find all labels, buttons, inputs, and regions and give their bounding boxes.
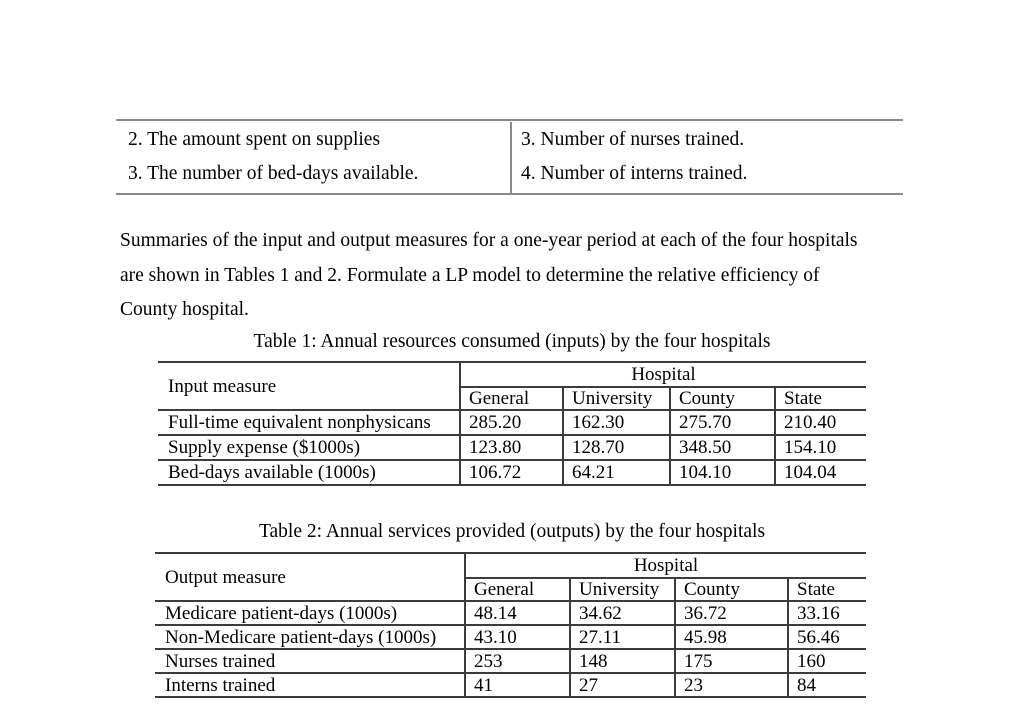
table-cell: 253 [464,649,570,674]
table-cell: 348.50 [669,435,775,461]
criteria-table: 2. The amount spent on supplies 3. The n… [116,119,903,195]
table-corner-label: Output measure [155,553,465,602]
row-label: Nurses trained [155,649,465,674]
row-label: Supply expense ($1000s) [158,435,460,461]
table-row: Interns trained 41 27 23 84 [155,673,867,698]
inputs-table: Input measure Hospital General Universit… [158,361,867,486]
table-row: Non-Medicare patient-days (1000s) 43.10 … [155,625,867,650]
column-header: General [464,578,570,602]
table-cell: 275.70 [669,410,775,436]
column-header: State [786,578,867,602]
criteria-item: 3. Number of nurses trained. [521,129,745,150]
column-header: State [773,387,867,411]
table-row: Medicare patient-days (1000s) 48.14 34.6… [155,601,867,626]
row-label: Non-Medicare patient-days (1000s) [155,625,465,650]
table-row: Bed-days available (1000s) 106.72 64.21 … [158,460,867,486]
table-cell: 34.62 [569,601,675,626]
column-header: University [569,578,675,602]
table-cell: 33.16 [786,601,867,626]
column-header: County [669,387,775,411]
table-cell: 104.10 [669,460,775,486]
table-corner-label: Input measure [158,362,460,411]
table-cell: 285.20 [459,410,563,436]
criteria-item: 4. Number of interns trained. [521,163,748,184]
column-header: County [674,578,788,602]
row-label: Interns trained [155,673,465,698]
table-cell: 41 [464,673,570,698]
table-cell: 45.98 [674,625,788,650]
table-cell: 175 [674,649,788,674]
table-cell: 128.70 [562,435,670,461]
table-cell: 104.04 [773,460,867,486]
table-cell: 106.72 [459,460,563,486]
table-cell: 64.21 [562,460,670,486]
problem-statement: Summaries of the input and output measur… [120,224,910,328]
row-label: Bed-days available (1000s) [158,460,460,486]
table-group-header: Hospital [463,553,867,579]
table-cell: 148 [569,649,675,674]
column-header: General [459,387,563,411]
table-cell: 123.80 [459,435,563,461]
paragraph-line: Summaries of the input and output measur… [120,230,858,251]
table-cell: 154.10 [773,435,867,461]
table-group-header: Hospital [458,362,867,388]
table-cell: 27.11 [569,625,675,650]
criteria-column-outputs: 3. Number of nurses trained. 4. Number o… [512,122,903,193]
table-row: Supply expense ($1000s) 123.80 128.70 34… [158,435,867,461]
table-row: Full-time equivalent nonphysicans 285.20… [158,410,867,436]
criteria-item: 3. The number of bed-days available. [128,163,419,184]
table-cell: 36.72 [674,601,788,626]
table-cell: 23 [674,673,788,698]
table-row: Nurses trained 253 148 175 160 [155,649,867,674]
outputs-table: Output measure Hospital General Universi… [155,552,867,698]
criteria-item: 2. The amount spent on supplies [128,129,381,150]
column-header: University [562,387,670,411]
row-label: Full-time equivalent nonphysicans [158,410,460,436]
table-cell: 210.40 [773,410,867,436]
table-cell: 160 [786,649,867,674]
table2-title: Table 2: Annual services provided (outpu… [258,521,766,542]
paragraph-line: County hospital. [120,299,249,321]
table-cell: 56.46 [786,625,867,650]
table-cell: 162.30 [562,410,670,436]
table-cell: 84 [786,673,867,698]
paragraph-line: are shown in Tables 1 and 2. Formulate a… [120,264,820,286]
table-cell: 43.10 [464,625,570,650]
row-label: Medicare patient-days (1000s) [155,601,465,626]
table1-title: Table 1: Annual resources consumed (inpu… [253,331,771,352]
table-cell: 27 [569,673,675,698]
criteria-column-inputs: 2. The amount spent on supplies 3. The n… [116,122,512,193]
table-cell: 48.14 [464,601,570,626]
